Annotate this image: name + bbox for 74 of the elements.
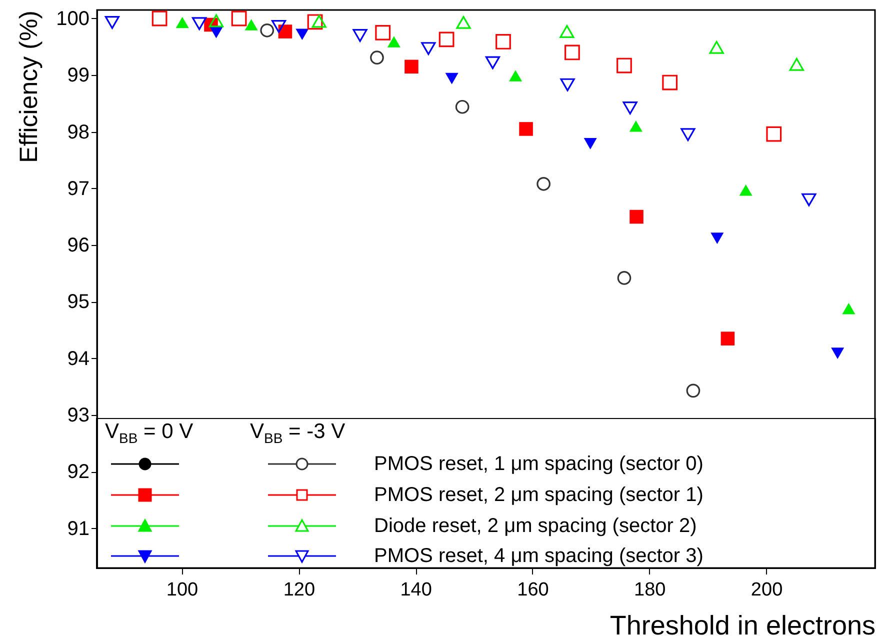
point — [438, 32, 454, 48]
x-tick-label: 100 — [166, 580, 198, 600]
x-tick-label: 180 — [634, 580, 666, 600]
y-tick-label: 97 — [67, 178, 90, 200]
y-tick-label: 93 — [67, 404, 90, 427]
point — [789, 58, 804, 71]
legend-label: PMOS reset, 4 μm spacing (sector 3) — [374, 545, 704, 567]
point — [456, 16, 471, 29]
legend-label: PMOS reset, 1 μm spacing (sector 0) — [374, 453, 704, 475]
y-tick-label: 91 — [67, 518, 90, 540]
point — [560, 78, 575, 92]
point — [519, 122, 533, 136]
y-tick-label: 94 — [67, 348, 90, 370]
y-tick-label: 96 — [67, 234, 90, 257]
point — [271, 20, 286, 33]
x-tick-label: 120 — [283, 580, 316, 600]
point — [176, 16, 189, 28]
point — [802, 193, 816, 206]
point — [662, 74, 678, 90]
point — [564, 44, 580, 60]
point — [370, 50, 384, 64]
point — [404, 60, 418, 74]
point — [616, 58, 632, 74]
x-axis-title: Threshold in electrons — [610, 610, 876, 636]
y-tick-label: 100 — [56, 8, 90, 30]
annotation: V$_{BB}$ = -3 V — [250, 420, 346, 446]
point — [260, 23, 274, 38]
point — [509, 70, 522, 82]
point — [312, 14, 326, 28]
point — [210, 27, 223, 38]
annotation: V$_{BB}$ = 0 V — [105, 420, 194, 446]
point — [560, 25, 574, 38]
point — [536, 177, 550, 191]
y-tick-label: 99 — [67, 64, 90, 87]
point — [485, 56, 500, 70]
point — [630, 210, 644, 224]
legend-label: Diode reset, 2 μm spacing (sector 2) — [374, 515, 697, 537]
point — [375, 24, 391, 40]
y-tick-label: 98 — [67, 121, 90, 144]
point — [104, 16, 120, 29]
point — [739, 184, 752, 196]
point — [455, 100, 470, 114]
point — [231, 10, 247, 26]
point — [842, 302, 856, 314]
point — [709, 40, 724, 54]
point — [387, 36, 400, 48]
point — [307, 14, 323, 30]
point — [766, 126, 782, 142]
point — [208, 14, 224, 28]
x-tick-label: 160 — [517, 580, 549, 600]
point — [831, 348, 844, 359]
y-tick-label: 95 — [67, 291, 90, 314]
point — [629, 120, 642, 132]
point — [720, 332, 735, 346]
y-axis-title: Efficiency (%) — [15, 10, 44, 163]
legend-label: PMOS reset, 2 μm spacing (sector 1) — [374, 484, 704, 506]
point — [584, 138, 597, 150]
point — [192, 17, 207, 30]
point — [421, 42, 436, 55]
point — [152, 10, 168, 26]
point — [686, 384, 700, 398]
point — [278, 24, 292, 38]
point — [680, 128, 696, 142]
point — [496, 34, 511, 50]
point — [445, 72, 458, 84]
y-tick-label: 92 — [67, 461, 90, 484]
point — [622, 102, 638, 114]
point — [617, 271, 632, 285]
x-tick-label: 140 — [400, 580, 432, 600]
point — [296, 28, 309, 40]
x-tick-label: 200 — [750, 580, 783, 600]
point — [710, 232, 724, 244]
point — [352, 29, 368, 42]
point — [244, 19, 258, 30]
